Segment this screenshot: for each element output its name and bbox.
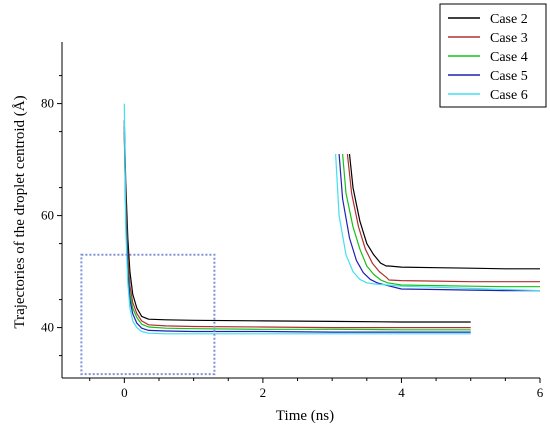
series-line-6-segment-2 (335, 153, 541, 292)
legend: Case 2 Case 3 Case 4 Case 5 Case 6 (439, 3, 547, 108)
y-tick-label: 40 (41, 320, 54, 335)
series-line-3-segment-2 (346, 153, 540, 283)
y-axis-title: Trajectories of the droplet centroid (Å) (12, 95, 28, 328)
series-line-3-segment-1 (123, 131, 471, 329)
series-line-5-segment-1 (123, 125, 471, 333)
series-line-6-segment-1 (123, 103, 471, 335)
legend-label: Case 3 (490, 31, 528, 46)
series-line-2-segment-1 (123, 120, 471, 323)
legend-label: Case 2 (490, 12, 528, 27)
x-tick-label: 2 (260, 385, 267, 400)
series-line-4-segment-1 (123, 137, 471, 331)
y-tick-label: 60 (41, 208, 54, 223)
x-tick-label: 4 (398, 385, 405, 400)
series-line-4-segment-2 (342, 153, 540, 288)
legend-label: Case 6 (490, 88, 528, 103)
zoom-box (80, 253, 216, 376)
y-tick-label: 80 (41, 96, 54, 111)
x-tick-label: 6 (537, 385, 544, 400)
axes: 0 2 4 6 40 60 80 (41, 42, 544, 400)
x-axis-title: Time (ns) (276, 408, 334, 424)
series-line-5-segment-2 (338, 153, 540, 292)
series-line-2-segment-2 (348, 153, 540, 270)
series-layer (80, 103, 541, 376)
x-tick-label: 0 (121, 385, 128, 400)
legend-label: Case 4 (490, 50, 528, 65)
legend-label: Case 5 (490, 69, 528, 84)
